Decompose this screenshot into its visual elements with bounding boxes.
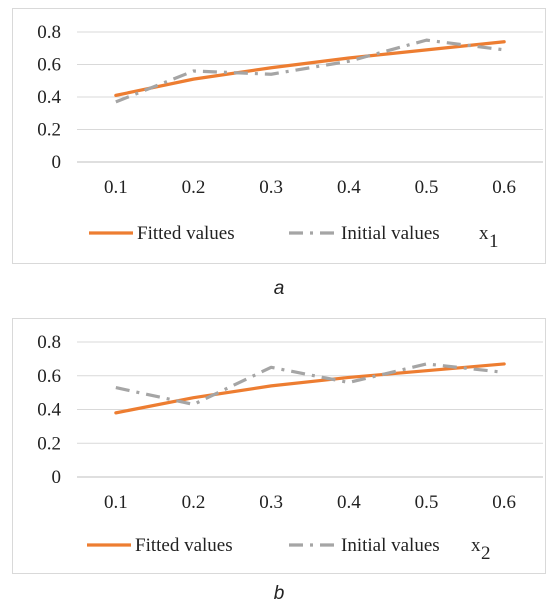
y-tick-label-0: 0 xyxy=(52,152,62,173)
legend-label-initial: Initial values xyxy=(341,223,440,244)
legend-label-fitted: Fitted values xyxy=(137,223,235,244)
y-tick-label-2: 0.4 xyxy=(37,87,61,108)
x-tick-label-2: 0.3 xyxy=(259,177,283,198)
chart-panel-a: 0 0.2 0.4 0.6 0.8 0.1 0.2 0.3 0.4 0.5 0.6 Fitted va… xyxy=(12,8,546,264)
x-tick-label-0: 0.1 xyxy=(104,177,128,198)
variable-label: x xyxy=(471,535,481,556)
series-line-initial xyxy=(115,38,505,104)
x-tick-label-3: 0.4 xyxy=(337,177,361,198)
y-tick-label-3: 0.6 xyxy=(37,55,61,76)
x-tick-label-1: 0.2 xyxy=(182,492,206,513)
x-tick-label-5: 0.6 xyxy=(492,492,516,513)
y-tick-label-4: 0.8 xyxy=(37,332,61,353)
x-tick-label-4: 0.5 xyxy=(415,177,439,198)
x-tick-label-2: 0.3 xyxy=(259,492,283,513)
chart-caption-b: b xyxy=(273,583,285,604)
series-line-initial xyxy=(115,362,505,407)
line-chart-a: 0 0.2 0.4 0.6 0.8 0.1 0.2 0.3 0.4 0.5 0.6 Fitted va… xyxy=(37,22,543,252)
x-tick-label-0: 0.1 xyxy=(104,492,128,513)
variable-label: x xyxy=(479,223,489,244)
x-tick-label-4: 0.5 xyxy=(415,492,439,513)
variable-subscript: 2 xyxy=(481,543,491,564)
variable-subscript: 1 xyxy=(489,231,499,252)
x-tick-label-5: 0.6 xyxy=(492,177,516,198)
legend-label-initial: Initial values xyxy=(341,535,440,556)
line-chart-b: 0 0.2 0.4 0.6 0.8 0.1 0.2 0.3 0.4 0.5 0.6 Fitted va… xyxy=(37,332,543,564)
y-tick-label-1: 0.2 xyxy=(37,120,61,141)
series-line-fitted xyxy=(114,362,506,415)
chart-caption-a: a xyxy=(273,278,285,299)
y-tick-label-4: 0.8 xyxy=(37,22,61,43)
y-tick-label-0: 0 xyxy=(52,467,62,488)
x-tick-label-1: 0.2 xyxy=(182,177,206,198)
series-line-fitted xyxy=(114,40,506,97)
y-tick-label-1: 0.2 xyxy=(37,433,61,454)
y-tick-label-2: 0.4 xyxy=(37,400,61,421)
legend-label-fitted: Fitted values xyxy=(135,535,233,556)
x-tick-label-3: 0.4 xyxy=(337,492,361,513)
chart-panel-b: 0 0.2 0.4 0.6 0.8 0.1 0.2 0.3 0.4 0.5 0.6 Fitted va… xyxy=(12,318,546,574)
y-tick-label-3: 0.6 xyxy=(37,366,61,387)
